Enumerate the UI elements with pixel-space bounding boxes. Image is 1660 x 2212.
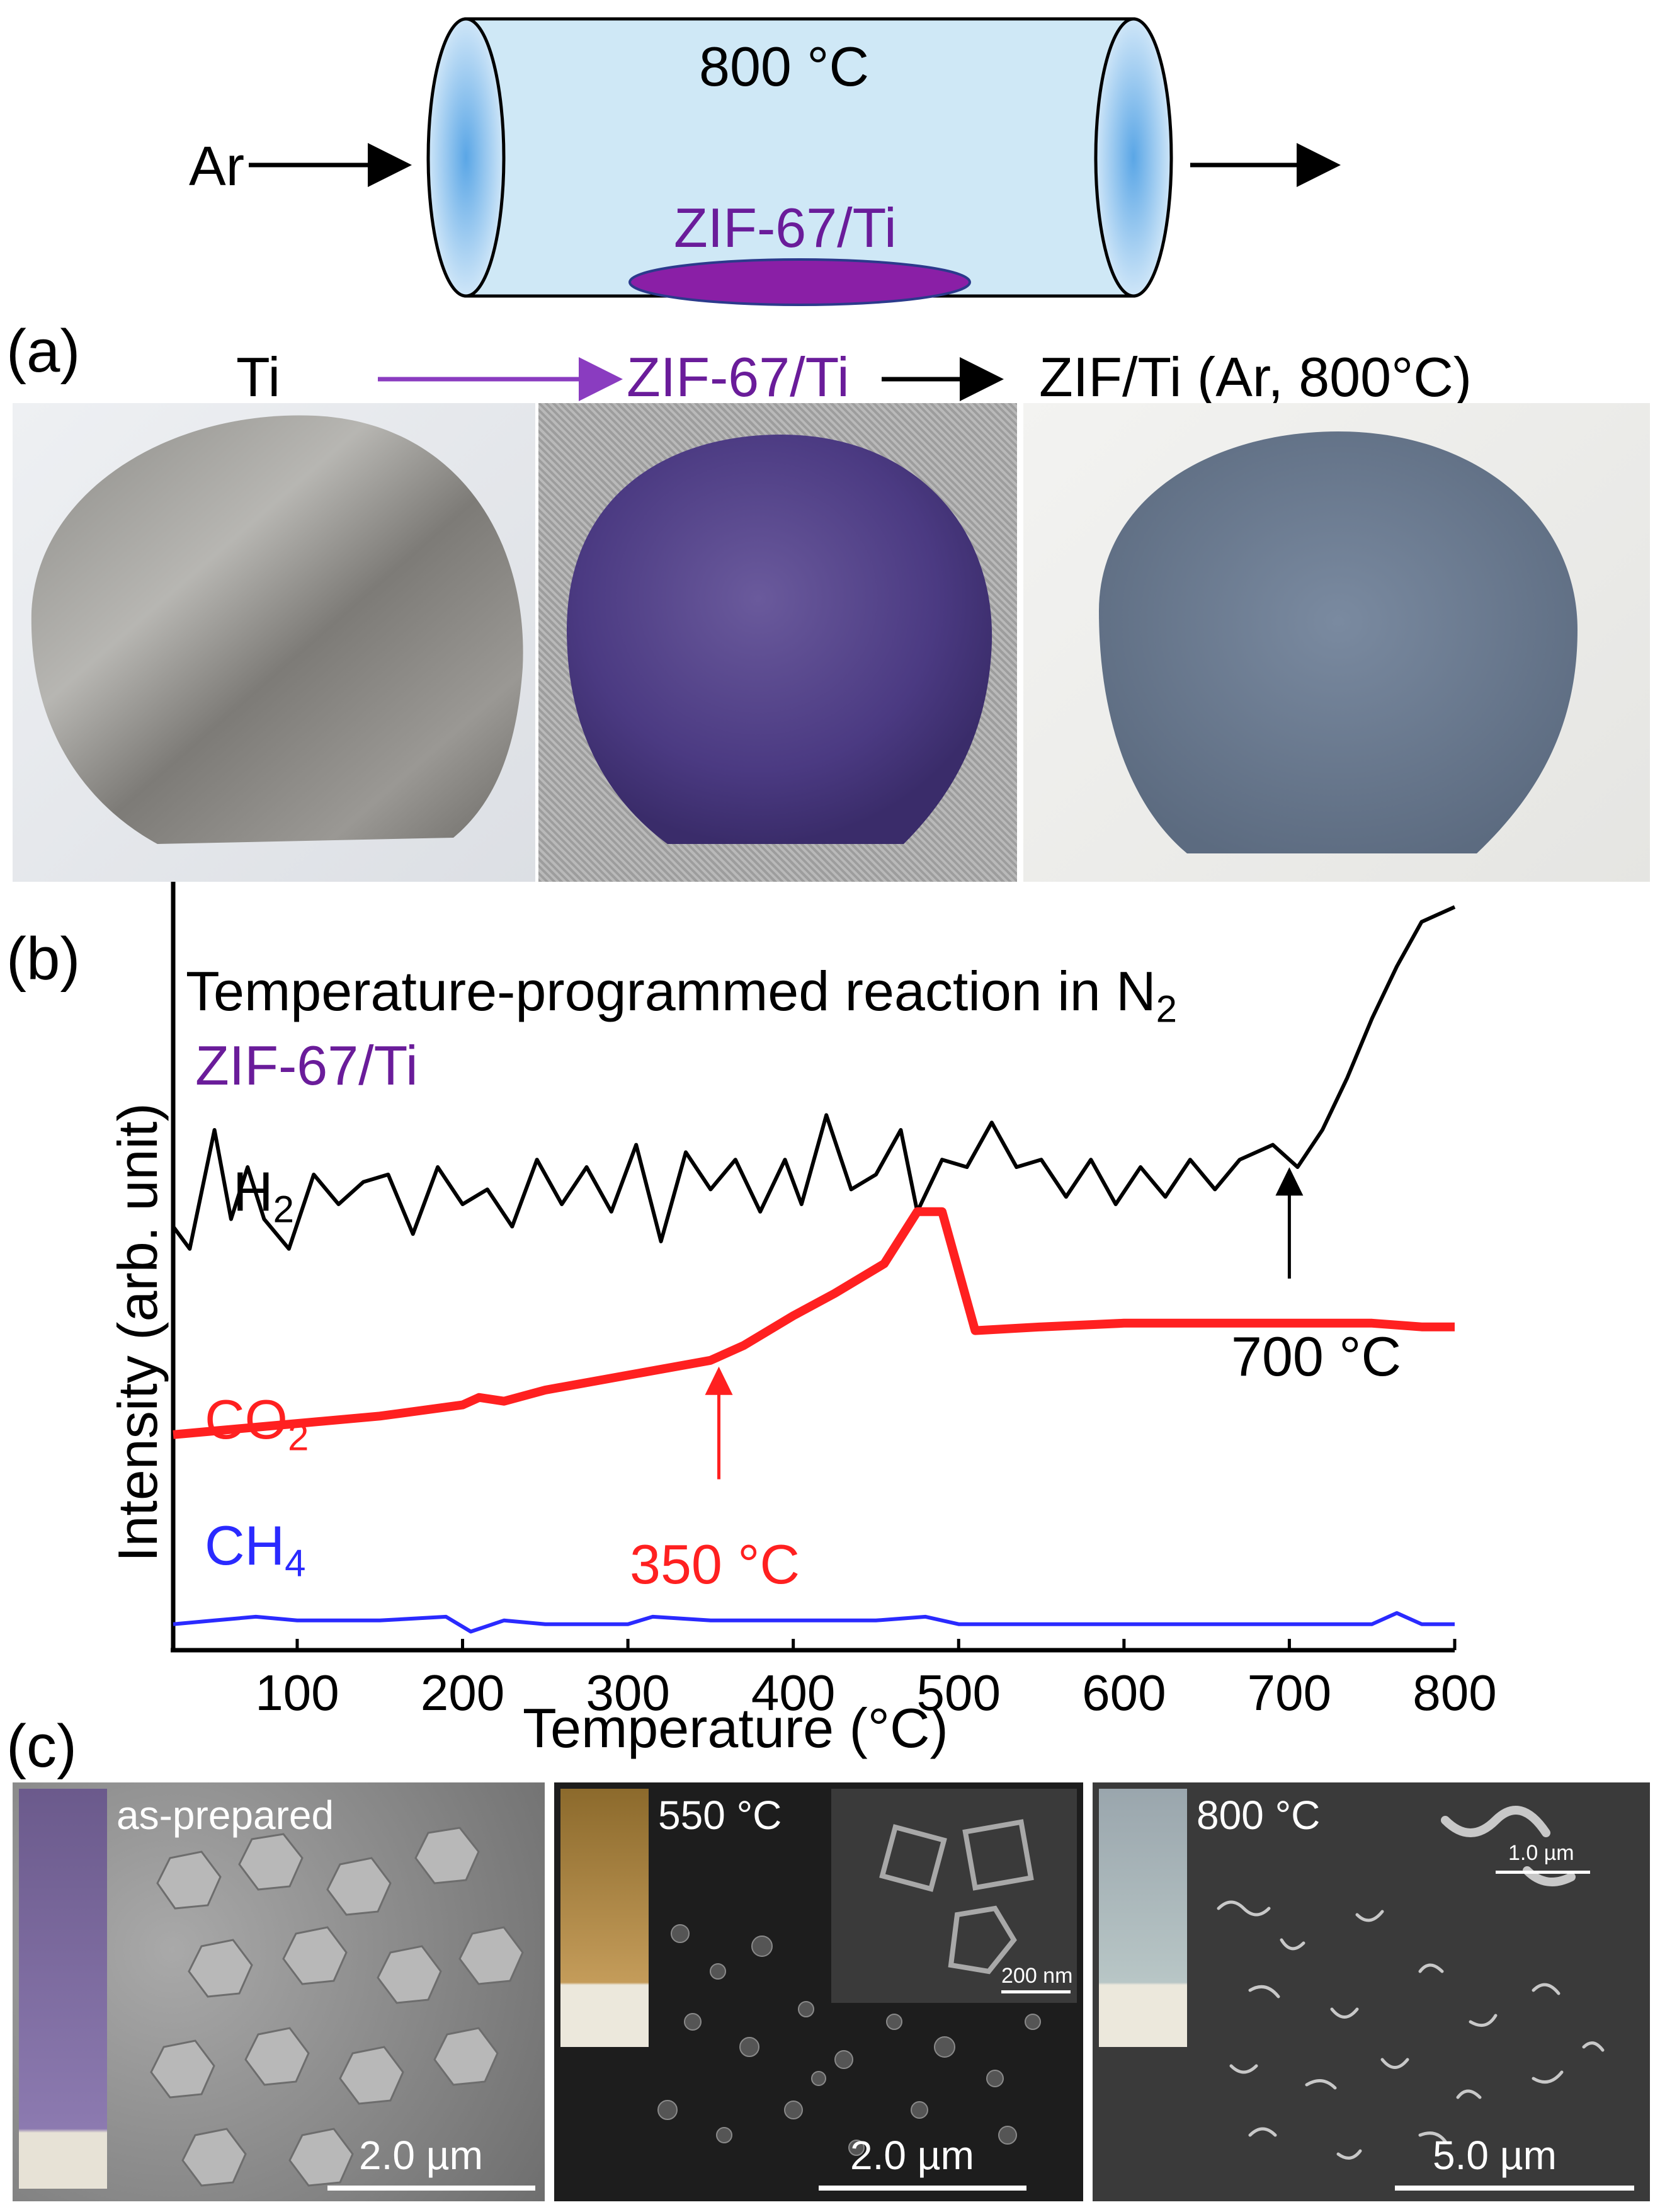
sem-800: 800 °C 1.0 µm 5.0 µm xyxy=(1093,1782,1650,2201)
photo-bare-ti xyxy=(13,403,535,882)
series-label-ch4: CH4 xyxy=(205,1518,305,1583)
panel-a-arrows xyxy=(378,357,1004,401)
y-axis-label: Intensity (arb. unit) xyxy=(106,1103,169,1562)
co2-label-text: CO xyxy=(205,1388,288,1451)
x-tick-label-800: 800 xyxy=(1413,1665,1496,1721)
sample-boat xyxy=(628,258,971,306)
inset-scale-text-800: 1.0 µm xyxy=(1508,1841,1574,1865)
chart-ticks: 100 200 300 400 500 600 700 800 xyxy=(255,1639,1497,1721)
tpr-chart: 100 200 300 400 500 600 700 800 xyxy=(171,882,1497,1721)
sem-scalebar-800 xyxy=(1395,2186,1634,2191)
tube-right-end xyxy=(1094,17,1173,298)
tube-body xyxy=(464,17,1135,298)
sem-scale-text-550: 2.0 µm xyxy=(850,2133,974,2178)
ch4-label-text: CH xyxy=(205,1514,285,1576)
sample-label: ZIF-67/Ti xyxy=(674,197,897,259)
x-tick-label-200: 200 xyxy=(421,1665,504,1721)
inset-scale-text-550: 200 nm xyxy=(1001,1964,1073,1988)
panel-a-letter: (a) xyxy=(6,317,81,385)
inset-scalebar-800 xyxy=(1496,1871,1590,1874)
x-tick-label-300: 300 xyxy=(586,1665,669,1721)
tube-temperature-label: 800 °C xyxy=(699,35,870,98)
inset-sample-as-prepared xyxy=(19,1789,107,2189)
series-label-h2: H2 xyxy=(233,1164,294,1229)
series-line-co2 xyxy=(173,1207,1455,1439)
chart-title-subscript: 2 xyxy=(1156,988,1178,1030)
sem-scale-text-as-prepared: 2.0 µm xyxy=(359,2133,483,2178)
series-label-co2: CO2 xyxy=(205,1392,309,1457)
sem-scalebar-as-prepared xyxy=(327,2186,535,2191)
x-tick-label-600: 600 xyxy=(1082,1665,1166,1721)
inset-scalebar-550 xyxy=(1001,1990,1071,1993)
label-ti: Ti xyxy=(236,346,281,408)
x-tick-label-700: 700 xyxy=(1248,1665,1331,1721)
panel-b-letter: (b) xyxy=(6,925,81,993)
inset-sample-800 xyxy=(1099,1789,1187,2047)
chart-axes xyxy=(171,882,1455,1653)
label-zif-ti-result: ZIF/Ti (Ar, 800°C) xyxy=(1039,346,1472,408)
x-tick-label-400: 400 xyxy=(751,1665,835,1721)
sem-as-prepared: as-prepared 2.0 µm xyxy=(13,1782,545,2201)
series-line-ch4 xyxy=(173,1611,1455,1634)
gas-in-label: Ar xyxy=(189,135,244,197)
chart-series xyxy=(171,905,1456,1634)
annealed-disc xyxy=(1099,431,1578,853)
sem-label-as-prepared: as-prepared xyxy=(117,1793,334,1838)
x-tick-label-100: 100 xyxy=(255,1665,339,1721)
co2-label-sub: 2 xyxy=(288,1416,309,1459)
sem-label-550: 550 °C xyxy=(658,1793,782,1838)
sem-crystals xyxy=(150,1827,524,2187)
inset-zoom-550: 200 nm xyxy=(831,1789,1077,2003)
furnace-tube-svg xyxy=(249,17,1341,306)
x-axis-label: Temperature (°C) xyxy=(523,1697,948,1759)
sem-scalebar-550 xyxy=(819,2186,1026,2191)
x-tick-label-500: 500 xyxy=(917,1665,1001,1721)
chart-title: Temperature-programmed reaction in N2 xyxy=(186,964,1177,1029)
photo-zif-67-ti xyxy=(538,403,1017,882)
series-line-h2 xyxy=(171,905,1456,1251)
annotation-700: 700 °C xyxy=(1231,1325,1402,1388)
ch4-label-sub: 4 xyxy=(285,1542,306,1585)
sem-800-particles xyxy=(1217,1806,1605,2160)
h2-label-sub: 2 xyxy=(273,1188,294,1231)
photo-zif-ti-annealed xyxy=(1023,403,1650,882)
sem-550-particles xyxy=(657,1924,1041,2156)
panel-c-letter: (c) xyxy=(6,1713,77,1780)
tube-left-end xyxy=(426,17,506,298)
h2-label-text: H xyxy=(233,1160,273,1223)
zif-disc xyxy=(567,435,992,844)
chart-sample-label: ZIF-67/Ti xyxy=(195,1034,418,1097)
inset-zoom-crystals xyxy=(879,1819,1034,1975)
annotation-350: 350 °C xyxy=(630,1533,800,1595)
arrow-700-head xyxy=(1275,1167,1304,1196)
label-zif-67-ti: ZIF-67/Ti xyxy=(627,346,850,408)
arrow-350-head xyxy=(705,1366,733,1395)
inset-sample-550 xyxy=(560,1789,649,2047)
chart-title-text: Temperature-programmed reaction in N xyxy=(186,960,1156,1022)
sem-label-800: 800 °C xyxy=(1197,1793,1321,1838)
chart-labels xyxy=(705,1167,1304,1479)
furnace-schematic: 800 °C Ar ZIF-67/Ti xyxy=(0,0,1660,328)
sem-550: 200 nm 550 °C 2.0 µm xyxy=(554,1782,1083,2201)
ti-disc xyxy=(31,415,523,844)
sem-scale-text-800: 5.0 µm xyxy=(1433,2133,1557,2178)
